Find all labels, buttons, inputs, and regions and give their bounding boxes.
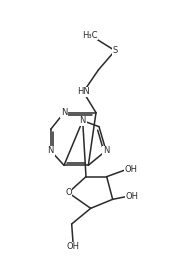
Text: HN: HN [77,88,90,97]
Text: N: N [80,116,86,125]
Text: H₃C: H₃C [82,31,98,40]
Text: N: N [103,146,109,155]
Text: O: O [65,188,72,197]
Text: OH: OH [126,192,139,201]
Text: OH: OH [67,242,80,251]
Text: N: N [48,146,54,155]
Text: OH: OH [125,166,138,175]
Text: S: S [112,46,118,55]
Text: N: N [61,108,67,117]
